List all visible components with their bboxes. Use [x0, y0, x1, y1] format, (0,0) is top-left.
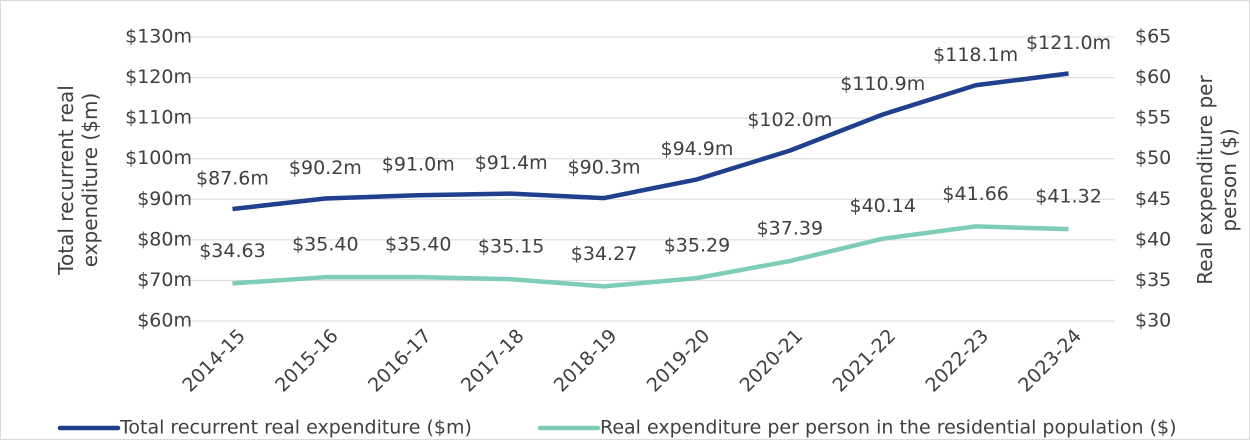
y2-axis-label: Real expenditure per person ($)	[1193, 75, 1241, 285]
data-label: $34.63	[199, 240, 265, 262]
data-label: $110.9m	[840, 73, 925, 95]
data-label: $37.39	[757, 218, 823, 240]
data-label: $91.4m	[475, 152, 548, 174]
y-axis-label: Total recurrent real expenditure ($m)	[54, 85, 102, 275]
series-line	[232, 224, 1069, 289]
legend-label: Total recurrent real expenditure ($m)	[119, 417, 472, 439]
data-label: $118.1m	[933, 44, 1018, 66]
y2-tick-label: $60	[1135, 66, 1171, 88]
data-label: $35.40	[292, 234, 358, 256]
y-tick-label: $60m	[137, 310, 192, 332]
data-label: $35.29	[664, 235, 730, 257]
y-tick-label: $70m	[137, 269, 192, 291]
y2-tick-label: $35	[1135, 269, 1171, 291]
y-tick-label: $130m	[125, 26, 192, 48]
y2-tick-label: $40	[1135, 228, 1171, 250]
legend-label: Real expenditure per person in the resid…	[600, 417, 1177, 439]
data-label: $41.32	[1035, 186, 1101, 208]
data-label: $40.14	[850, 195, 916, 217]
data-label: $90.2m	[289, 157, 362, 179]
data-label: $87.6m	[196, 168, 269, 190]
y2-tick-label: $50	[1135, 147, 1171, 169]
y2-tick-label: $65	[1135, 26, 1171, 48]
data-label: $121.0m	[1026, 32, 1111, 54]
data-label: $94.9m	[660, 138, 733, 160]
data-label: $35.15	[478, 236, 544, 258]
data-label: $41.66	[942, 183, 1008, 205]
data-label: $102.0m	[747, 109, 832, 131]
data-label: $35.40	[385, 234, 451, 256]
y2-tick-label: $45	[1135, 188, 1171, 210]
data-label: $34.27	[571, 243, 637, 265]
y-tick-label: $80m	[137, 228, 192, 250]
y-tick-label: $100m	[125, 147, 192, 169]
data-label: $90.3m	[568, 157, 641, 179]
y-tick-label: $120m	[125, 66, 192, 88]
y-tick-label: $90m	[137, 188, 192, 210]
y2-tick-label: $30	[1135, 310, 1171, 332]
data-label: $91.0m	[382, 154, 455, 176]
y2-tick-label: $55	[1135, 107, 1171, 129]
series-line	[232, 71, 1069, 212]
y-tick-label: $110m	[125, 107, 192, 129]
